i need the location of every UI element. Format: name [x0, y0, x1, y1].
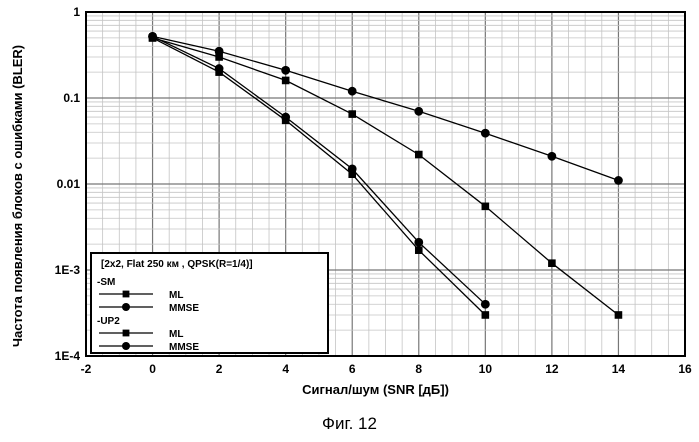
bler-chart: -2 0 2 4 6 8 10 12 14 16 1 0.1 0.01 1E-3 1E-4 Сигнал/ш… [0, 0, 699, 410]
data-point-sm-mmse [348, 164, 357, 173]
x-tick-label: 4 [282, 362, 289, 376]
x-axis-label: Сигнал/шум (SNR [дБ]) [302, 382, 449, 397]
data-point-up2-mmse [614, 176, 623, 185]
y-axis-label: Частота появления блоков с ошибками (BLE… [10, 45, 25, 347]
y-tick-label: 0.1 [63, 91, 80, 105]
legend-marker [122, 303, 130, 311]
data-point-sm-mmse [414, 238, 423, 247]
data-point-sm-mmse [281, 113, 290, 122]
legend-marker [122, 342, 130, 350]
data-point-up2-ml [548, 259, 556, 267]
data-point-up2-mmse [281, 66, 290, 75]
legend-entry-label: MMSE [169, 303, 199, 314]
y-tick-label: 1E-4 [55, 349, 81, 363]
data-point-up2-mmse [547, 152, 556, 161]
data-point-up2-ml [348, 110, 356, 118]
data-point-sm-ml [482, 311, 490, 319]
data-point-sm-mmse [215, 64, 224, 73]
data-point-up2-ml [615, 311, 623, 319]
x-tick-label: 8 [415, 362, 422, 376]
data-point-up2-mmse [148, 32, 157, 41]
legend-entry-label: ML [169, 329, 183, 340]
data-point-up2-mmse [414, 107, 423, 116]
data-point-up2-mmse [481, 129, 490, 138]
y-tick-label: 1E-3 [55, 263, 81, 277]
x-tick-label: 12 [545, 362, 559, 376]
figure-caption: Фиг. 12 [0, 414, 699, 434]
legend-title: [2x2, Flat 250 км , QPSK(R=1/4)] [101, 259, 253, 270]
data-point-up2-mmse [215, 47, 224, 56]
legend-group-label: -SM [97, 277, 115, 288]
x-tick-label: 10 [479, 362, 493, 376]
legend-group-label: -UP2 [97, 316, 120, 327]
data-point-sm-ml [415, 246, 423, 254]
data-point-up2-mmse [348, 87, 357, 96]
x-tick-label: -2 [81, 362, 92, 376]
y-tick-label: 0.01 [57, 177, 81, 191]
legend: [2x2, Flat 250 км , QPSK(R=1/4)] -SM ML MM… [91, 253, 328, 353]
y-tick-label: 1 [73, 5, 80, 19]
x-tick-label: 2 [216, 362, 223, 376]
data-point-up2-ml [415, 151, 423, 159]
x-tick-label: 16 [678, 362, 692, 376]
data-point-sm-mmse [481, 300, 490, 309]
data-point-up2-ml [482, 203, 490, 211]
legend-entry-label: MMSE [169, 342, 199, 353]
x-tick-label: 0 [149, 362, 156, 376]
x-tick-label: 14 [612, 362, 626, 376]
data-point-up2-ml [282, 77, 290, 85]
legend-entry-label: ML [169, 290, 183, 301]
legend-marker [123, 330, 130, 337]
x-tick-label: 6 [349, 362, 356, 376]
legend-marker [123, 291, 130, 298]
